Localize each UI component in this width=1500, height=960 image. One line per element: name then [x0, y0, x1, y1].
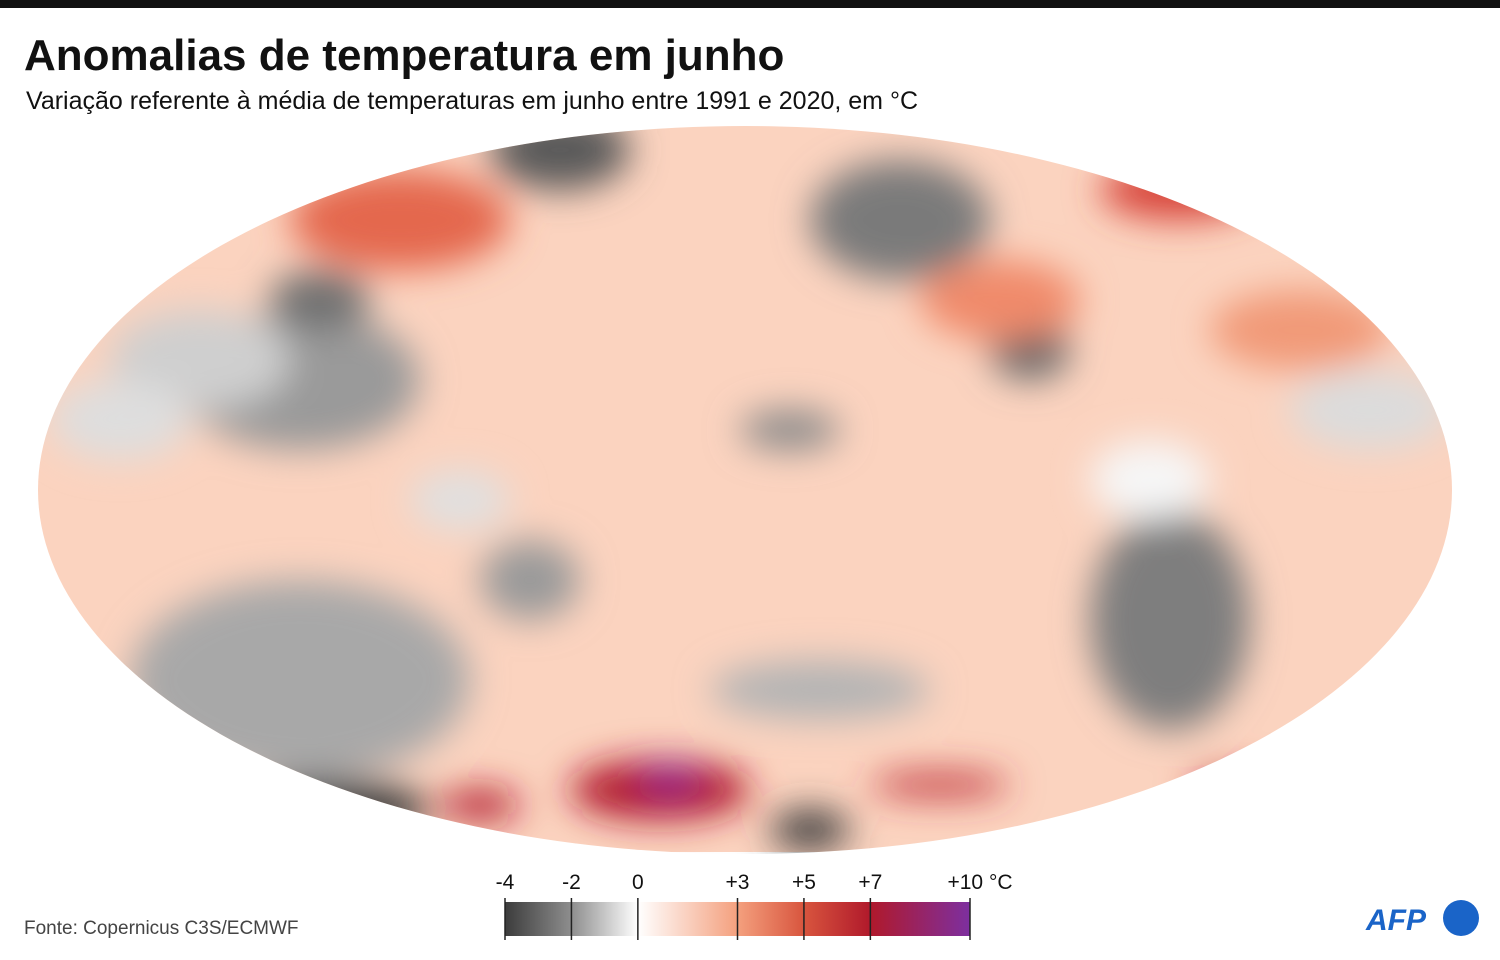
- logo: AFP: [1365, 900, 1479, 937]
- subtitle: Variação referente à média de temperatur…: [26, 87, 918, 115]
- source: Fonte: Copernicus C3S/ECMWF: [24, 918, 299, 939]
- map-shade: [1090, 510, 1250, 730]
- map-shade: [50, 380, 190, 460]
- scale-tick-label: -2: [562, 871, 581, 894]
- map-shade: [270, 270, 370, 330]
- scale-tick-label: +3: [726, 871, 750, 894]
- map-shade: [870, 773, 1010, 797]
- map-shade: [290, 170, 510, 270]
- map-shade: [480, 540, 580, 620]
- top-bar: [0, 0, 1500, 8]
- scale-tick-label: +7: [858, 871, 882, 894]
- map-shade: [740, 410, 840, 450]
- map: [38, 126, 1452, 852]
- map-shade: [810, 160, 990, 280]
- map-shade: [1210, 290, 1390, 370]
- scale-tick-label: -4: [496, 871, 515, 894]
- map-shade: [410, 470, 510, 530]
- map-shade: [490, 126, 630, 190]
- map-shade: [110, 310, 290, 410]
- map-shade: [640, 770, 700, 790]
- scale-tick-label: +5: [792, 871, 816, 894]
- legend: -4 -2 0 +3 +5 +7 +10 °C: [496, 871, 1013, 940]
- logo-dot: [1443, 900, 1479, 936]
- map-shade: [130, 580, 470, 780]
- map-shade: [570, 760, 750, 820]
- title: Anomalias de temperatura em junho: [24, 31, 784, 80]
- map-shade: [770, 810, 850, 850]
- map-shade: [710, 660, 930, 720]
- map-shade: [1190, 775, 1310, 805]
- map-shade: [230, 780, 430, 840]
- map-shade: [1090, 440, 1210, 520]
- logo-text: AFP: [1365, 904, 1427, 937]
- map-shade: [1290, 370, 1450, 450]
- map-shade: [920, 260, 1080, 340]
- map-shade: [440, 790, 520, 820]
- scale-tick-label: +10 °C: [947, 871, 1012, 894]
- scale-tick-label: 0: [632, 871, 644, 894]
- map-shade: [1100, 160, 1260, 220]
